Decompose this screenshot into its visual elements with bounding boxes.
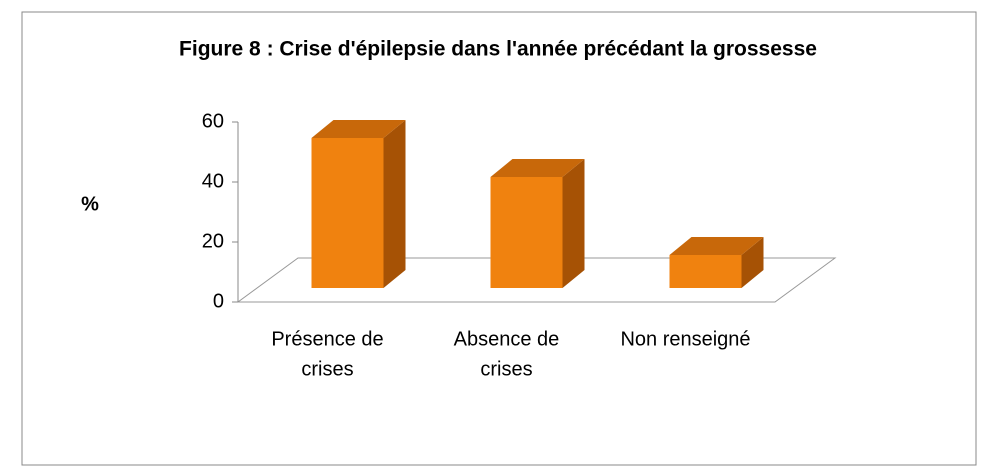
- chart-title: Figure 8 : Crise d'épilepsie dans l'anné…: [179, 38, 817, 61]
- y-tick-label: 0: [213, 290, 224, 312]
- x-tick-label: crises: [480, 358, 532, 380]
- x-tick-label: Présence de: [271, 328, 383, 350]
- x-tick-label: crises: [301, 358, 353, 380]
- bar-front: [490, 177, 563, 288]
- floor: [236, 257, 837, 303]
- bar-side: [562, 159, 585, 288]
- y-axis-label: %: [81, 193, 99, 215]
- bar-front: [311, 138, 384, 288]
- bar-side: [741, 237, 764, 288]
- x-tick-label: Non renseigné: [620, 328, 750, 350]
- bar-side: [383, 120, 406, 288]
- bar-top: [669, 237, 764, 255]
- y-tick-label: 60: [202, 110, 224, 132]
- x-tick-label: Absence de: [454, 328, 560, 350]
- bar-top: [490, 159, 585, 177]
- bar: [669, 237, 764, 288]
- bar: [311, 120, 406, 288]
- bar-top: [311, 120, 406, 138]
- y-tick-label: 40: [202, 170, 224, 192]
- y-tick-label: 20: [202, 230, 224, 252]
- bar-front: [669, 255, 742, 288]
- bar: [490, 159, 585, 288]
